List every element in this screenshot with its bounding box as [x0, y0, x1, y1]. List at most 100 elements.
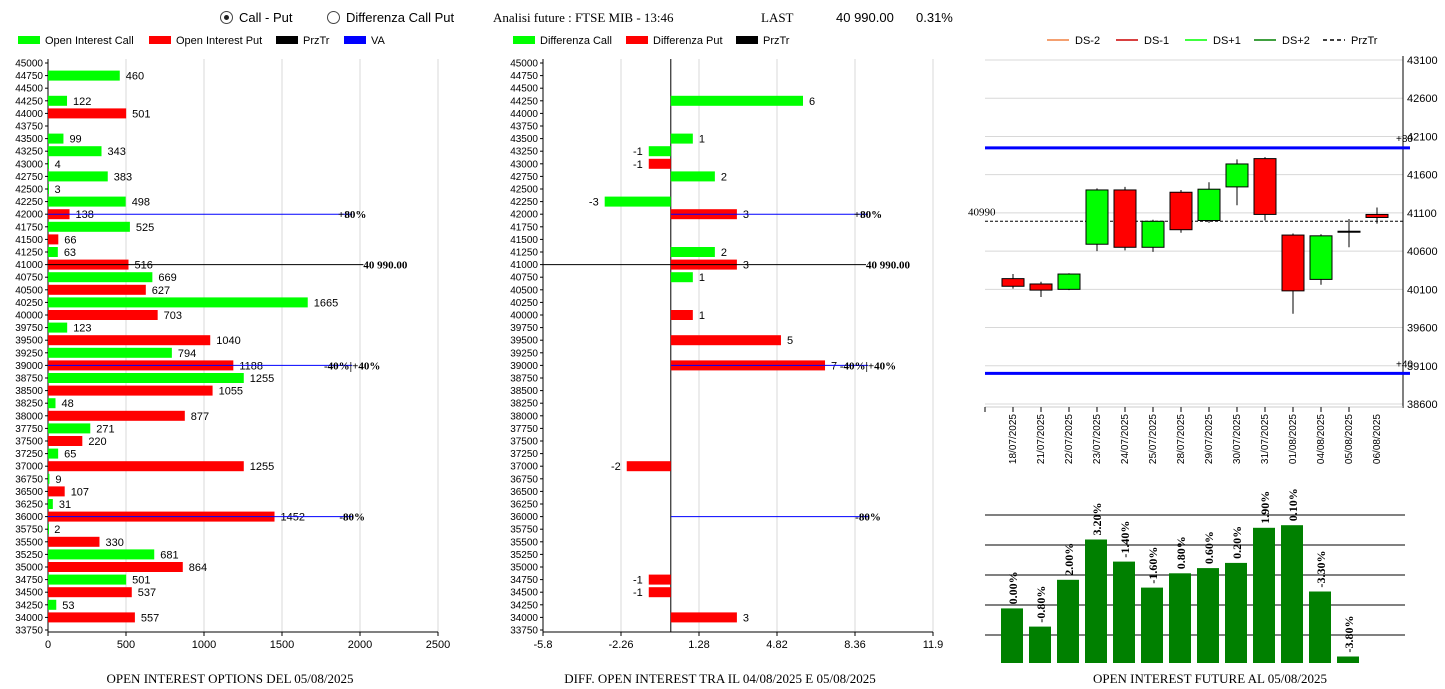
bar-call [48, 247, 58, 257]
bar-put [48, 284, 146, 295]
bar-value-label: 681 [160, 549, 178, 561]
pct-bar-label: -0.80% [1034, 586, 1048, 623]
y-tick-label: 44500 [510, 84, 538, 95]
y-tick-label: 34500 [15, 588, 43, 599]
x-tick-label: 30/07/2025 [1232, 414, 1243, 464]
pct-bar [1309, 591, 1331, 663]
bar-value-label: 794 [178, 348, 196, 360]
bar-value-label: 1255 [250, 461, 274, 473]
x-tick-label: 21/07/2025 [1036, 414, 1047, 464]
bar-call [48, 146, 102, 157]
x-tick-label: 1500 [270, 639, 294, 651]
bar-value-label: 99 [69, 134, 81, 146]
legend-label: Differenza Call [540, 35, 612, 47]
y-tick-label: 35250 [510, 550, 538, 561]
y-tick-label: 40500 [15, 285, 43, 296]
bar-put [648, 158, 671, 169]
pct-bar-label: -1.60% [1146, 547, 1160, 584]
y-tick-label: 40000 [510, 311, 538, 322]
radio-call-put[interactable]: Call - Put [220, 10, 292, 25]
bar-value-label: 383 [114, 171, 132, 183]
bar-value-label: -1 [633, 575, 643, 587]
bar-value-label: 48 [61, 398, 73, 410]
y-tick-label: 41000 [510, 260, 538, 271]
bar-value-label: 877 [191, 411, 209, 423]
y-tick-label: 44250 [510, 96, 538, 107]
bar-value-label: 9 [55, 474, 61, 486]
y-tick-label: 43750 [510, 122, 538, 133]
y-tick-label: 42500 [15, 185, 43, 196]
y-tick-label: 42250 [510, 197, 538, 208]
pct-bar [1169, 573, 1191, 663]
bar-value-label: 525 [136, 222, 154, 234]
candle-up [1141, 220, 1165, 248]
legend-label: Open Interest Put [176, 35, 262, 47]
y-tick-label: 39500 [15, 336, 43, 347]
bar-value-label: 3 [743, 209, 749, 221]
bar-put [626, 461, 671, 472]
bar-call [670, 95, 803, 106]
y-tick-label: 43250 [15, 147, 43, 158]
legend-label: PrzTr [303, 35, 330, 47]
pct-bar [1113, 561, 1135, 663]
pct-bar-label: -3.30% [1314, 551, 1328, 588]
legend-label: Open Interest Call [45, 35, 134, 47]
y-tick-label: 37750 [510, 424, 538, 435]
y-tick-label: 41500 [510, 235, 538, 246]
y-tick-label: 40750 [15, 273, 43, 284]
open-interest-chart: Open Interest Call Open Interest Put PrzTr… [15, 35, 450, 686]
pct-bar-label: 1.90% [1258, 491, 1272, 524]
y-tick-label: 44750 [15, 71, 43, 82]
y-tick-label: 37500 [510, 437, 538, 448]
bar-value-label: 1 [699, 272, 705, 284]
x-tick-label: 22/07/2025 [1064, 414, 1075, 464]
future-pct-bar-chart: 0.00% -0.80% 2.00% 3.20% -1.40% -1.60% 0.80% 0.… [985, 488, 1405, 686]
candle-up [1337, 230, 1361, 233]
y-tick-label: 43000 [15, 159, 43, 170]
x-tick-label: 4.82 [766, 639, 787, 651]
analysis-title: Analisi future : FTSE MIB - 13:46 [493, 10, 674, 25]
x-tick-label: 18/07/2025 [1008, 414, 1019, 464]
bar-call [670, 272, 693, 283]
bar-call [48, 133, 64, 144]
bar-value-label: 1040 [216, 335, 240, 347]
y-tick-label: 36250 [15, 500, 43, 511]
y-tick-label: 38750 [510, 374, 538, 385]
bar-value-label: 1 [699, 310, 705, 322]
pct-bar [1253, 527, 1275, 663]
bar-call [670, 133, 693, 144]
bar-call [48, 524, 49, 535]
bar-put [48, 587, 132, 598]
bar-call [48, 95, 68, 106]
bar-put [48, 562, 183, 572]
future-candlestick-chart: DS-2 DS-1 DS+1 DS+2 PrzTr 43100 42600 42100 4160… [968, 35, 1438, 464]
y-tick-label: 36250 [510, 500, 538, 511]
radio-differenza[interactable]: Differenza Call Put [327, 10, 454, 25]
y-tick-label: 38000 [15, 411, 43, 422]
y-tick-label: 36500 [15, 487, 43, 498]
y-tick-label: 38750 [15, 374, 43, 385]
y-tick-label: 39750 [510, 323, 538, 334]
y-tick-label: 34000 [15, 613, 43, 624]
legend-label: DS-2 [1075, 35, 1100, 47]
bar-value-label: -1 [633, 146, 643, 158]
candle-down [1253, 158, 1277, 215]
pct-bar-label: 3.20% [1090, 503, 1104, 536]
last-value: 40 990.00 [836, 10, 894, 25]
candle-down [1365, 213, 1389, 218]
bar-put [48, 461, 244, 472]
candle-up [1225, 163, 1249, 188]
y-tick-label: 39750 [15, 323, 43, 334]
bar-put [48, 108, 127, 119]
bar-value-label: 1255 [250, 373, 274, 385]
pct-bar [1197, 568, 1219, 663]
radio-differenza-label: Differenza Call Put [346, 10, 455, 25]
bar-call [48, 171, 108, 182]
bar-value-label: 2 [54, 524, 60, 536]
reference-line-label: +80% [338, 209, 366, 221]
bar-put [670, 335, 781, 346]
chart-title: DIFF. OPEN INTEREST TRA IL 04/08/2025 E … [564, 671, 875, 686]
bar-value-label: 138 [76, 209, 94, 221]
bar-put [48, 310, 158, 320]
candle-down [1113, 189, 1137, 248]
